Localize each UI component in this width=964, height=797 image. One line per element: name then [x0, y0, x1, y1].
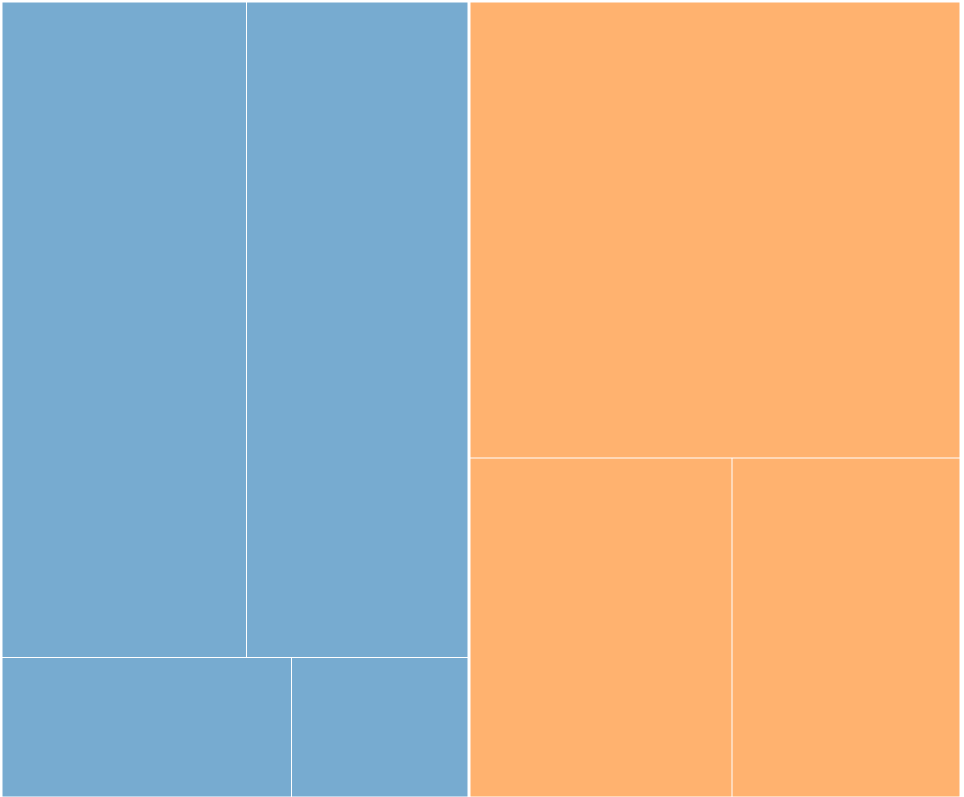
treemap-tile-g1-4	[291, 656, 469, 797]
treemap-tile-g1-3	[1, 656, 293, 797]
treemap-tile-g2-1	[469, 1, 961, 459]
treemap-tile-g1-1	[1, 1, 247, 658]
treemap-tile-g1-2	[245, 1, 469, 658]
treemap-tile-g2-3	[731, 457, 961, 797]
treemap-tile-g2-2	[469, 457, 733, 797]
